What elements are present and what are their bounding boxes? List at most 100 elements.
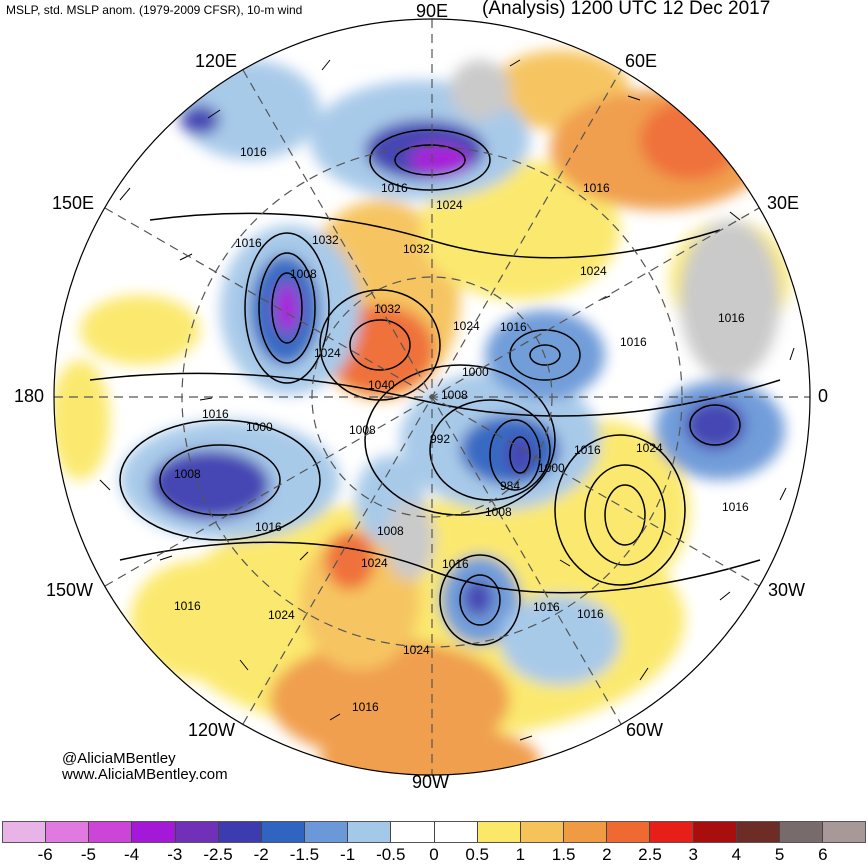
longitude-label-90w: 90W bbox=[412, 772, 450, 792]
colorbar-cell: #f6c25a bbox=[520, 822, 565, 842]
isobar-label: 1016 bbox=[620, 335, 647, 349]
isobar-label: 1032 bbox=[312, 233, 339, 247]
colorbar-cell: #6a98d8 bbox=[305, 822, 349, 842]
isobar-label: 1008 bbox=[441, 388, 468, 402]
isobar-label: 1008 bbox=[174, 467, 201, 481]
isobar-label: 1040 bbox=[368, 378, 395, 392]
colorbar-tick-label: -6 bbox=[37, 845, 53, 864]
colorbar-tick-label: -5 bbox=[80, 845, 96, 864]
isobar-label: 1032 bbox=[403, 242, 430, 256]
anomaly-colorbar: #e8b4e8#e07ae0#cc44d8#a418d8#7030b8#3c3c… bbox=[2, 821, 866, 843]
isobar-label: 1016 bbox=[718, 311, 745, 325]
longitude-label-90e: 90E bbox=[416, 1, 449, 21]
longitude-label-150w: 150W bbox=[46, 580, 94, 600]
isobar-label: 1024 bbox=[636, 441, 663, 455]
colorbar-cell: #7030b8 bbox=[175, 822, 219, 842]
isobars bbox=[89, 129, 781, 646]
author-website: www.AliciaMBentley.com bbox=[62, 766, 228, 783]
isobar-label: 1016 bbox=[202, 407, 229, 421]
isobar-label: 1024 bbox=[403, 643, 430, 657]
colorbar-cell: #ffffff bbox=[391, 822, 435, 842]
map-title: MSLP, std. MSLP anom. (1979-2009 CFSR), … bbox=[6, 3, 303, 17]
colorbar-tick-label: -3 bbox=[167, 845, 183, 864]
author-handle: @AliciaMBentley bbox=[62, 750, 176, 767]
isobar-label: 1024 bbox=[314, 346, 341, 360]
colorbar-cell: #f09a44 bbox=[564, 822, 608, 842]
colorbar-cell: #786b6b bbox=[779, 822, 823, 842]
map-border bbox=[53, 18, 811, 776]
colorbar-cell: #cc44d8 bbox=[89, 822, 133, 842]
colorbar-tick-label: 3 bbox=[688, 845, 698, 864]
colorbar-tick-label: -1 bbox=[340, 845, 356, 864]
isobar-label: 1000 bbox=[462, 365, 489, 379]
longitude-label-60w: 60W bbox=[626, 720, 664, 740]
wind-barbs bbox=[99, 59, 795, 741]
isobar-label: 1016 bbox=[174, 599, 201, 613]
graticule bbox=[54, 19, 810, 775]
longitude-label-120w: 120W bbox=[188, 720, 236, 740]
colorbar-tick-label: -0.5 bbox=[376, 845, 406, 864]
isobar-label: 1032 bbox=[374, 302, 401, 316]
isobar-label: 992 bbox=[430, 432, 450, 446]
longitude-label-0: 0 bbox=[818, 386, 829, 406]
isobar-label: 1024 bbox=[453, 319, 480, 333]
isobar-label: 1016 bbox=[235, 236, 262, 250]
colorbar-tick-label: -2 bbox=[253, 845, 269, 864]
colorbar-tick-label: -2.5 bbox=[203, 845, 233, 864]
isobar-label: 1016 bbox=[500, 320, 527, 334]
colorbar-tick-label: 4 bbox=[731, 845, 742, 864]
isobar-label: 1024 bbox=[580, 264, 607, 278]
colorbar-cell: #a4c8e8 bbox=[348, 822, 392, 842]
isobar-label: 1016 bbox=[240, 145, 267, 159]
colorbar-tick-label: 6 bbox=[818, 845, 828, 864]
colorbar-cell: #e07ae0 bbox=[46, 822, 90, 842]
longitude-label-30w: 30W bbox=[768, 580, 806, 600]
colorbar-cell: #6e2c26 bbox=[736, 822, 780, 842]
longitude-label-30e: 30E bbox=[767, 193, 800, 213]
isobar-labels: 1016 1016 1024 1016 1016 1032 1032 1024 … bbox=[174, 145, 749, 714]
polar-stereographic-map: 1016 1016 1024 1016 1016 1032 1032 1024 … bbox=[53, 18, 811, 776]
isobar-label: 1008 bbox=[290, 267, 317, 281]
isobar-label: 1008 bbox=[377, 524, 404, 538]
colorbar-tick-label: 0 bbox=[429, 845, 439, 864]
isobar-label: 1016 bbox=[533, 600, 560, 614]
colorbar-tick-label: -4 bbox=[124, 845, 140, 864]
anomaly-shading bbox=[54, 50, 790, 775]
colorbar-tick-label: 5 bbox=[774, 845, 785, 864]
analysis-time: (Analysis) 1200 UTC 12 Dec 2017 bbox=[482, 0, 771, 19]
colorbar-tick-label: 2 bbox=[602, 845, 612, 864]
isobar-label: 1016 bbox=[442, 557, 469, 571]
isobar-label: 1016 bbox=[352, 700, 379, 714]
isobar-label: 1008 bbox=[485, 505, 512, 519]
isobar-label: 1024 bbox=[268, 608, 295, 622]
isobar-label: 984 bbox=[500, 479, 520, 493]
isobar-label: 1016 bbox=[574, 443, 601, 457]
isobar-label: 1000 bbox=[538, 461, 565, 475]
colorbar-tick-label: -1.5 bbox=[289, 845, 320, 864]
isobar-label: 1024 bbox=[436, 198, 463, 212]
isobar-label: 1008 bbox=[349, 423, 376, 437]
colorbar-tick-label: 2.5 bbox=[638, 845, 662, 864]
colorbar-cell: #e81e18 bbox=[650, 822, 694, 842]
isobar-label: 1000 bbox=[246, 420, 273, 434]
colorbar-cell: #a89898 bbox=[822, 822, 866, 842]
colorbar-tick-label: 1 bbox=[515, 845, 526, 864]
isobar-label: 1016 bbox=[577, 607, 604, 621]
isobar-label: 1016 bbox=[255, 520, 282, 534]
colorbar-cell: #2f64c0 bbox=[261, 822, 306, 842]
colorbar-cell: #fbe868 bbox=[477, 822, 521, 842]
isobar-label: 1024 bbox=[361, 556, 388, 570]
isobar-label: 1016 bbox=[722, 500, 749, 514]
colorbar-cell: #ffffff bbox=[434, 822, 478, 842]
colorbar-cell: #ef6a30 bbox=[607, 822, 651, 842]
colorbar-cell: #a80e0e bbox=[693, 822, 737, 842]
isobar-label: 1016 bbox=[381, 181, 408, 195]
longitude-label-60e: 60E bbox=[625, 51, 658, 71]
longitude-label-120e: 120E bbox=[195, 51, 238, 71]
colorbar-tick-label: 1.5 bbox=[551, 845, 576, 864]
colorbar-tick-label: 0.5 bbox=[465, 845, 490, 864]
colorbar-cell: #e8b4e8 bbox=[3, 822, 47, 842]
longitude-label-180: 180 bbox=[14, 386, 45, 406]
colorbar-cell: #a418d8 bbox=[132, 822, 176, 842]
longitude-label-150e: 150E bbox=[52, 193, 95, 213]
